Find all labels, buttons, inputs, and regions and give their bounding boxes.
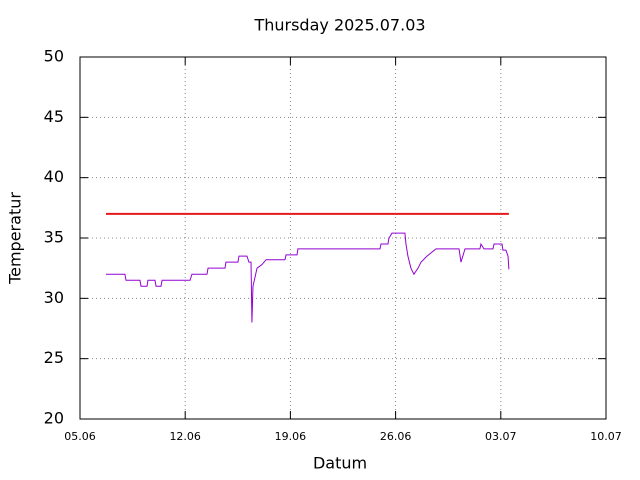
x-axis-label: Datum [313, 454, 367, 473]
data-line [105, 232, 510, 323]
y-tick-label: 50 [44, 47, 64, 66]
chart-title: Thursday 2025.07.03 [253, 16, 425, 35]
y-tick-label: 20 [44, 409, 64, 428]
y-tick-label: 40 [44, 167, 64, 186]
y-tick-label: 25 [44, 348, 64, 367]
y-tick-label: 45 [44, 107, 64, 126]
y-tick-label: 35 [44, 228, 64, 247]
x-tick-label: 03.07 [485, 430, 517, 443]
y-axis-label: Temperatur [6, 192, 25, 285]
x-tick-label: 19.06 [275, 430, 307, 443]
x-tick-label: 12.06 [169, 430, 201, 443]
x-tick-label: 26.06 [380, 430, 412, 443]
y-tick-label: 30 [44, 288, 64, 307]
plot-frame [79, 56, 607, 420]
x-tick-label: 05.06 [64, 430, 96, 443]
x-tick-label: 10.07 [590, 430, 622, 443]
